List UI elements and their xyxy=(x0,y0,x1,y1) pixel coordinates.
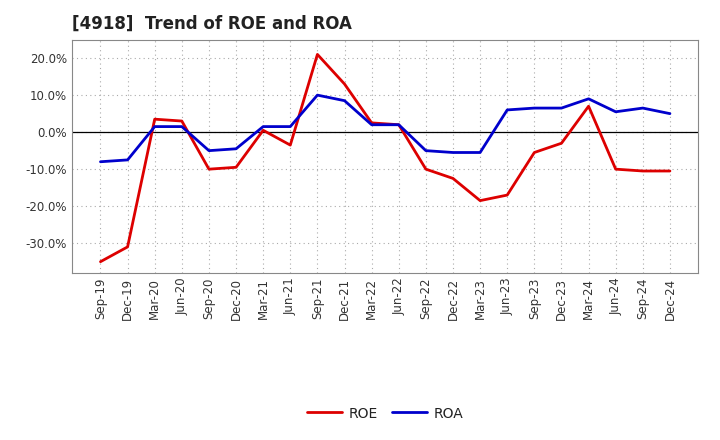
ROE xyxy=(313,52,322,57)
ROE xyxy=(476,198,485,203)
ROA xyxy=(395,122,403,127)
ROE xyxy=(449,176,457,181)
ROA xyxy=(503,107,511,113)
ROA xyxy=(178,124,186,129)
ROE xyxy=(204,166,213,172)
ROE xyxy=(639,169,647,174)
ROE xyxy=(150,117,159,122)
ROE xyxy=(367,120,376,125)
ROA xyxy=(421,148,430,153)
ROE xyxy=(123,244,132,249)
ROA xyxy=(286,124,294,129)
ROE xyxy=(96,259,105,264)
Line: ROA: ROA xyxy=(101,95,670,162)
ROA xyxy=(150,124,159,129)
ROE xyxy=(665,169,674,174)
Legend: ROE, ROA: ROE, ROA xyxy=(302,401,469,426)
ROE xyxy=(232,165,240,170)
ROA xyxy=(96,159,105,165)
ROA xyxy=(204,148,213,153)
ROA xyxy=(476,150,485,155)
ROE xyxy=(178,118,186,124)
Text: [4918]  Trend of ROE and ROA: [4918] Trend of ROE and ROA xyxy=(72,15,352,33)
ROA xyxy=(639,106,647,111)
ROE xyxy=(557,141,566,146)
ROE xyxy=(259,128,268,133)
ROA xyxy=(367,122,376,127)
ROA xyxy=(665,111,674,116)
ROA xyxy=(584,96,593,102)
ROE xyxy=(584,103,593,109)
ROA xyxy=(449,150,457,155)
ROE xyxy=(286,143,294,148)
ROA xyxy=(123,157,132,162)
ROA xyxy=(259,124,268,129)
ROE xyxy=(395,122,403,127)
ROA xyxy=(341,98,349,103)
ROE xyxy=(503,192,511,198)
ROA xyxy=(557,106,566,111)
ROE xyxy=(530,150,539,155)
ROE xyxy=(421,166,430,172)
ROE xyxy=(341,81,349,87)
ROA xyxy=(232,146,240,151)
Line: ROE: ROE xyxy=(101,55,670,262)
ROE xyxy=(611,166,620,172)
ROA xyxy=(611,109,620,114)
ROA xyxy=(530,106,539,111)
ROA xyxy=(313,92,322,98)
